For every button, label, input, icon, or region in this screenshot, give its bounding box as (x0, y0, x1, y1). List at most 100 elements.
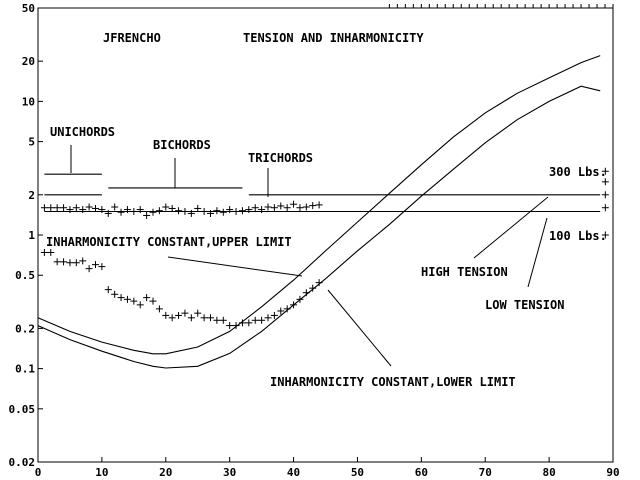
y-tick-label: 2 (28, 189, 35, 202)
top-edge-ticks (388, 4, 614, 8)
plus-marker (290, 200, 298, 208)
plus-marker (296, 204, 304, 212)
plus-marker (251, 316, 259, 324)
plus-marker (194, 309, 202, 317)
x-tick-label: 30 (223, 466, 236, 479)
plus-marker (181, 309, 189, 317)
chart-title: JFRENCHO (103, 31, 161, 45)
y-tick-label: 5 (28, 136, 35, 149)
plus-marker (226, 322, 234, 330)
plus-marker (72, 259, 80, 267)
plus-marker (175, 207, 183, 215)
y-tick-label: 0.02 (9, 456, 36, 469)
plus-marker (53, 258, 61, 266)
plus-marker (232, 322, 240, 330)
plus-marker (136, 206, 144, 214)
plus-marker (601, 231, 609, 239)
plus-marker (283, 204, 291, 212)
plus-marker (104, 209, 112, 217)
x-tick-label: 50 (351, 466, 364, 479)
plus-marker (302, 289, 310, 297)
annotation-trichords: TRICHORDS (248, 151, 313, 165)
plus-marker (601, 178, 609, 186)
plus-marker (315, 201, 323, 209)
plus-marker (143, 211, 151, 219)
plus-marker (213, 207, 221, 215)
plus-marker (219, 316, 227, 324)
plus-marker (143, 294, 151, 302)
plus-marker (270, 311, 278, 319)
plus-marker (277, 202, 285, 210)
plus-marker (290, 301, 298, 309)
plus-marker (302, 203, 310, 211)
x-tick-label: 60 (415, 466, 428, 479)
y-tick-label: 0.05 (9, 403, 36, 416)
plus-marker (258, 206, 266, 214)
plus-marker (123, 295, 131, 303)
annotation-300-lbs: 300 Lbs. (549, 165, 607, 179)
plus-marker (60, 258, 68, 266)
high-tension-pointer (473, 196, 549, 259)
annotation-bichords: BICHORDS (153, 138, 211, 152)
chart-annotations: JFRENCHO TENSION AND INHARMONICITY UNICH… (46, 31, 607, 389)
x-tick-label: 70 (479, 466, 492, 479)
plus-marker (309, 202, 317, 210)
plus-marker (155, 207, 163, 215)
plus-marker (40, 204, 48, 212)
plus-marker (187, 314, 195, 322)
plus-marker (47, 248, 55, 256)
plus-marker (601, 191, 609, 199)
plus-marker (168, 204, 176, 212)
plus-marker (72, 204, 80, 212)
plus-marker (149, 297, 157, 305)
plus-marker (117, 294, 125, 302)
x-tick-label: 90 (606, 466, 619, 479)
plus-marker (111, 290, 119, 298)
low-tension-pointer (527, 217, 548, 288)
plus-marker (200, 207, 208, 215)
plus-marker (200, 314, 208, 322)
tension-curve (37, 85, 601, 369)
plus-marker (194, 204, 202, 212)
plus-marker (601, 204, 609, 212)
series-markers (40, 167, 609, 330)
plus-marker (123, 206, 131, 214)
lower-limit-pointer (327, 289, 392, 367)
plus-marker (162, 311, 170, 319)
plus-marker (245, 206, 253, 214)
y-axis-ticks: 0.02 0.05 0.1 0.2 0.5 1 2 5 10 20 50 (9, 2, 43, 469)
plus-marker (251, 204, 259, 212)
plus-marker (149, 208, 157, 216)
plus-marker (85, 203, 93, 211)
plus-marker (226, 206, 234, 214)
y-tick-label: 10 (22, 95, 35, 108)
plus-marker (85, 265, 93, 273)
plus-marker (136, 301, 144, 309)
plus-marker (130, 207, 138, 215)
plus-marker (155, 305, 163, 313)
y-tick-label: 1 (28, 229, 35, 242)
plus-marker (92, 261, 99, 269)
plus-marker (111, 203, 119, 211)
plus-marker (264, 203, 272, 211)
annotation-low-tension: LOW TENSION (485, 298, 564, 312)
plus-marker (162, 203, 170, 211)
plus-marker (601, 167, 609, 175)
plus-marker (296, 295, 304, 303)
x-tick-label: 10 (95, 466, 108, 479)
plus-marker (60, 204, 68, 212)
y-tick-label: 0.2 (15, 322, 35, 335)
y-tick-label: 0.1 (15, 363, 35, 376)
x-tick-label: 0 (35, 466, 42, 479)
plus-marker (117, 208, 125, 216)
plus-marker (181, 207, 189, 215)
tension-curve (37, 55, 601, 355)
plus-marker (270, 204, 278, 212)
plus-marker (79, 206, 87, 214)
plus-marker (264, 314, 272, 322)
x-tick-label: 40 (287, 466, 300, 479)
y-tick-label: 20 (22, 55, 35, 68)
plus-marker (309, 284, 317, 292)
plus-marker (130, 297, 138, 305)
plus-marker (47, 204, 55, 212)
